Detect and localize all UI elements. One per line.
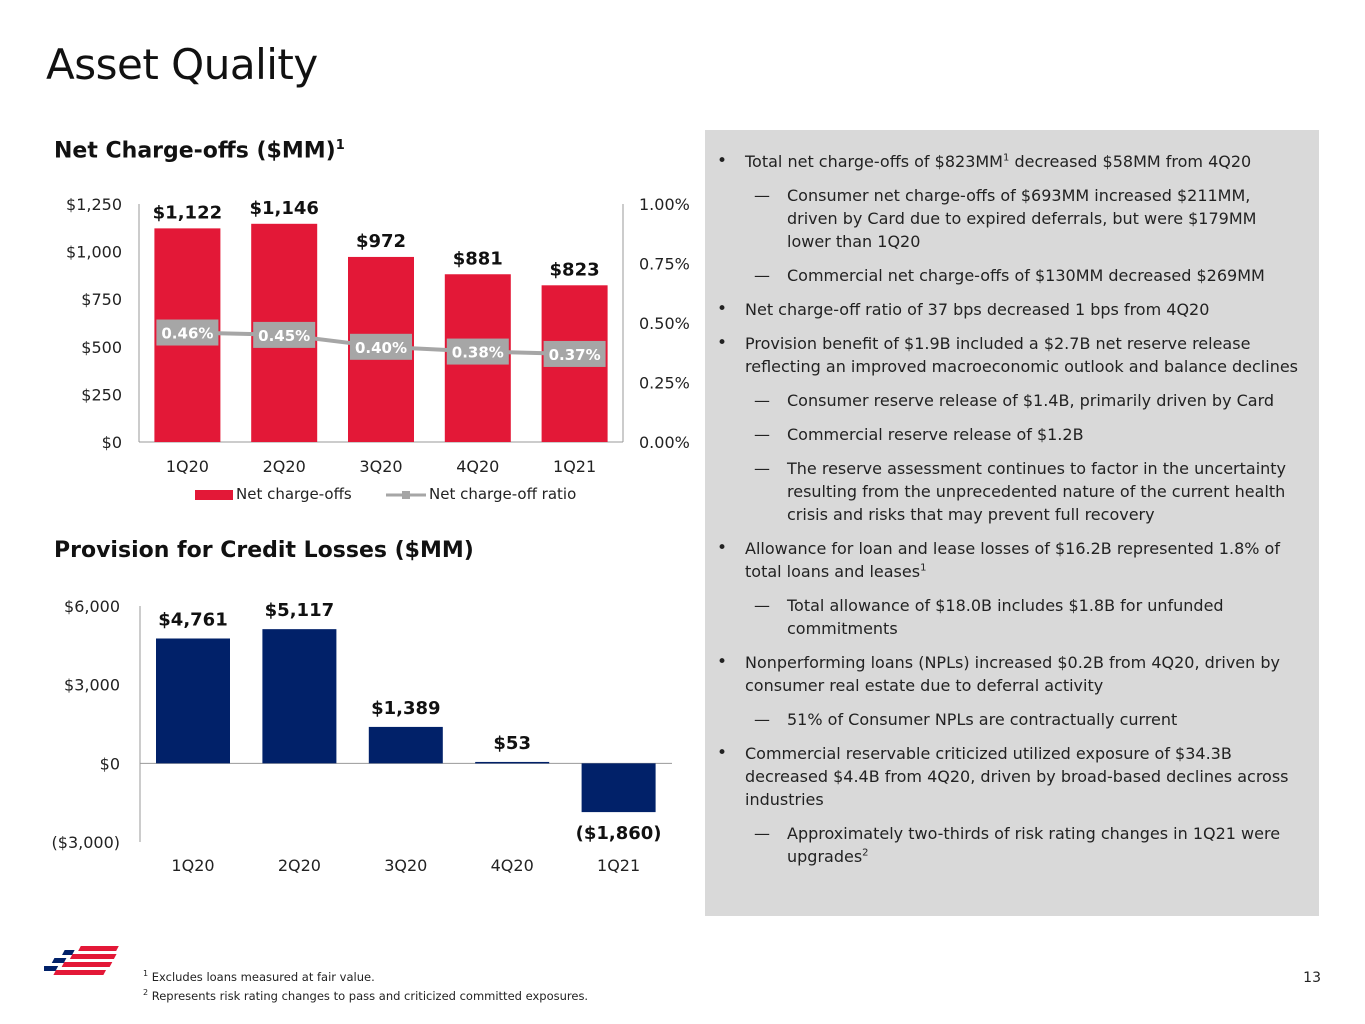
chart1-title: Net Charge-offs ($MM)1 bbox=[54, 138, 345, 164]
y2-tick-label: 0.50% bbox=[639, 314, 690, 333]
bank-logo bbox=[44, 946, 119, 975]
legend-label-net-charge-offs: Net charge-offs bbox=[236, 485, 352, 503]
sub-bullet-item: Commercial net charge-offs of $130MM dec… bbox=[712, 264, 1302, 287]
bullet-item: Nonperforming loans (NPLs) increased $0.… bbox=[712, 651, 1302, 697]
sub-bullet-item: Approximately two-thirds of risk rating … bbox=[712, 822, 1302, 868]
bar-value-label: $1,146 bbox=[249, 198, 318, 219]
bar-value-label: $823 bbox=[550, 259, 600, 280]
x-tick-label: 2Q20 bbox=[278, 856, 321, 875]
sub-bullet-item: Consumer net charge-offs of $693MM incre… bbox=[712, 184, 1302, 253]
legend-label-ratio: Net charge-off ratio bbox=[429, 485, 576, 503]
y-tick-label: $1,000 bbox=[66, 243, 122, 262]
bar-value-label: $972 bbox=[356, 231, 406, 252]
x-tick-label: 4Q20 bbox=[456, 457, 499, 476]
y2-tick-label: 1.00% bbox=[639, 195, 690, 214]
bar-provision bbox=[262, 629, 337, 764]
legend-swatch-net-charge-offs bbox=[195, 490, 233, 500]
ratio-value-label: 0.45% bbox=[258, 327, 310, 345]
x-tick-label: 4Q20 bbox=[491, 856, 534, 875]
sub-bullet-item: Total allowance of $18.0B includes $1.8B… bbox=[712, 594, 1302, 640]
ratio-value-label: 0.37% bbox=[549, 346, 601, 364]
x-tick-label: 1Q20 bbox=[166, 457, 209, 476]
bar-provision bbox=[581, 763, 656, 813]
bar-provision bbox=[156, 638, 230, 764]
sub-bullet-item: Commercial reserve release of $1.2B bbox=[712, 423, 1302, 446]
footnotes: 1 Excludes loans measured at fair value.… bbox=[143, 966, 588, 1004]
y-tick-label: ($3,000) bbox=[52, 833, 120, 852]
y-tick-label: $6,000 bbox=[64, 597, 120, 616]
bullet-item: Net charge-off ratio of 37 bps decreased… bbox=[712, 298, 1302, 321]
y-tick-label: $500 bbox=[81, 338, 122, 357]
commentary-bullets: Total net charge-offs of $823MM1 decreas… bbox=[712, 150, 1302, 868]
ratio-point-box bbox=[156, 319, 219, 346]
x-tick-label: 2Q20 bbox=[263, 457, 306, 476]
ratio-value-label: 0.46% bbox=[161, 325, 213, 343]
ratio-point-box bbox=[543, 340, 606, 367]
provision-chart: ($3,000) $0 $3,000 $6,000 $4,761 1Q20 $5,117 2Q… bbox=[52, 597, 672, 875]
ratio-value-label: 0.38% bbox=[452, 344, 504, 362]
sub-bullet-item: The reserve assessment continues to fact… bbox=[712, 457, 1302, 526]
x-tick-label: 3Q20 bbox=[359, 457, 402, 476]
y-tick-label: $750 bbox=[81, 290, 122, 309]
bar-provision bbox=[475, 761, 550, 764]
bar-value-label: $1,122 bbox=[153, 202, 222, 223]
x-tick-label: 1Q21 bbox=[553, 457, 596, 476]
ratio-point-box bbox=[253, 321, 316, 348]
ratio-point-box bbox=[446, 338, 509, 365]
y-tick-label: $1,250 bbox=[66, 195, 122, 214]
y-tick-label: $0 bbox=[102, 433, 122, 452]
net-charge-offs-chart: $0 $250 $500 $750 $1,000 $1,250 0.00% 0.25% 0.50… bbox=[66, 195, 690, 503]
x-tick-label: 1Q20 bbox=[171, 856, 214, 875]
x-tick-label: 1Q21 bbox=[597, 856, 640, 875]
y-tick-label: $3,000 bbox=[64, 676, 120, 695]
y2-tick-label: 0.25% bbox=[639, 374, 690, 393]
page-number: 13 bbox=[1303, 970, 1321, 986]
bar-value-label: $53 bbox=[493, 733, 531, 754]
bar-value-label: $4,761 bbox=[158, 609, 227, 630]
y2-tick-label: 0.75% bbox=[639, 255, 690, 274]
bullet-item: Total net charge-offs of $823MM1 decreas… bbox=[712, 150, 1302, 173]
footnote-1: 1 Excludes loans measured at fair value. bbox=[143, 969, 375, 984]
bullet-item: Allowance for loan and lease losses of $… bbox=[712, 537, 1302, 583]
bar-provision bbox=[368, 726, 443, 764]
bar-value-label: ($1,860) bbox=[576, 823, 662, 844]
bullet-item: Commercial reservable criticized utilize… bbox=[712, 742, 1302, 811]
bar-value-label: $1,389 bbox=[371, 698, 440, 719]
page-title: Asset Quality bbox=[46, 40, 318, 89]
legend-marker-ratio bbox=[402, 491, 410, 499]
footnote-2: 2 Represents risk rating changes to pass… bbox=[143, 987, 589, 1003]
bar-value-label: $881 bbox=[453, 248, 503, 269]
y2-tick-label: 0.00% bbox=[639, 433, 690, 452]
bar-value-label: $5,117 bbox=[265, 600, 334, 621]
ratio-value-label: 0.40% bbox=[355, 339, 407, 357]
x-tick-label: 3Q20 bbox=[384, 856, 427, 875]
sub-bullet-item: 51% of Consumer NPLs are contractually c… bbox=[712, 708, 1302, 731]
sub-bullet-item: Consumer reserve release of $1.4B, prima… bbox=[712, 389, 1302, 412]
ratio-point-box bbox=[350, 333, 412, 360]
y-tick-label: $0 bbox=[100, 754, 120, 773]
y-tick-label: $250 bbox=[81, 385, 122, 404]
chart2-title: Provision for Credit Losses ($MM) bbox=[54, 538, 474, 563]
bullet-item: Provision benefit of $1.9B included a $2… bbox=[712, 332, 1302, 378]
